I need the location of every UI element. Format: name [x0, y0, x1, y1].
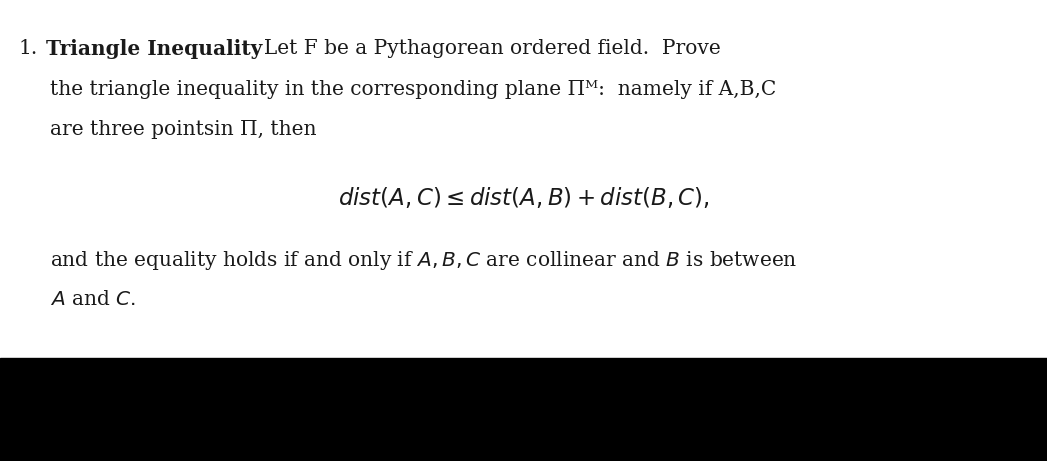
Bar — [0, 358, 1047, 461]
Text: the triangle inequality in the corresponding plane Πᴹ:  namely if A,B,C: the triangle inequality in the correspon… — [50, 80, 777, 99]
Text: $A$ and $C.$: $A$ and $C.$ — [50, 290, 136, 309]
Text: $dist(A, C) \leq dist(A, B) + dist(B, C),$: $dist(A, C) \leq dist(A, B) + dist(B, C)… — [337, 185, 710, 210]
Text: are three pointsin Π, then: are three pointsin Π, then — [50, 120, 317, 139]
Text: 1.: 1. — [19, 39, 38, 58]
Text: and the equality holds if and only if $A, B, C$ are collinear and $B$ is between: and the equality holds if and only if $A… — [50, 249, 798, 272]
Text: Triangle Inequality: Triangle Inequality — [46, 39, 263, 59]
Text: Let F be a Pythagorean ordered field.  Prove: Let F be a Pythagorean ordered field. Pr… — [232, 39, 721, 58]
